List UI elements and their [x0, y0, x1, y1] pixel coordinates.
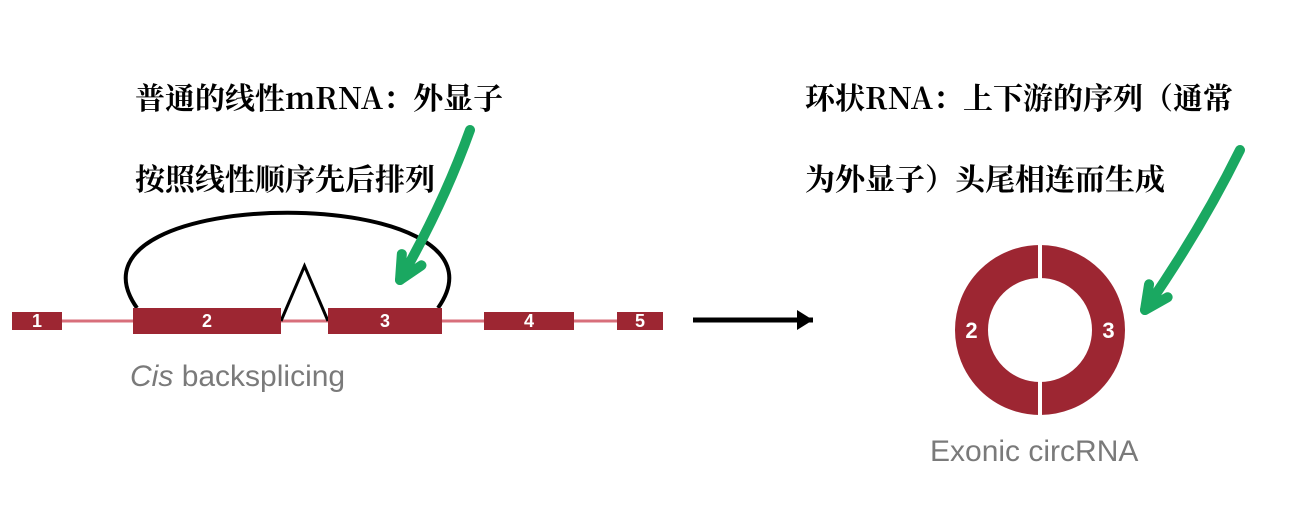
linear-mrna-diagram: 12345	[0, 0, 700, 420]
transform-arrow-icon	[683, 290, 843, 350]
circular-caption: Exonic circRNA	[930, 435, 1138, 469]
linear-caption-rest: backsplicing	[182, 360, 345, 393]
linear-caption: Cis backsplicing	[130, 360, 345, 394]
exon-num-2: 2	[202, 311, 212, 331]
green-arrow-left-icon	[360, 90, 510, 320]
linear-caption-italic: Cis	[130, 360, 173, 393]
green-arrow-right-icon	[1105, 110, 1280, 350]
ring-num-left: 2	[965, 318, 977, 343]
exon-num-4: 4	[524, 311, 534, 331]
exon-num-5: 5	[635, 311, 645, 331]
exon-num-1: 1	[32, 311, 42, 331]
